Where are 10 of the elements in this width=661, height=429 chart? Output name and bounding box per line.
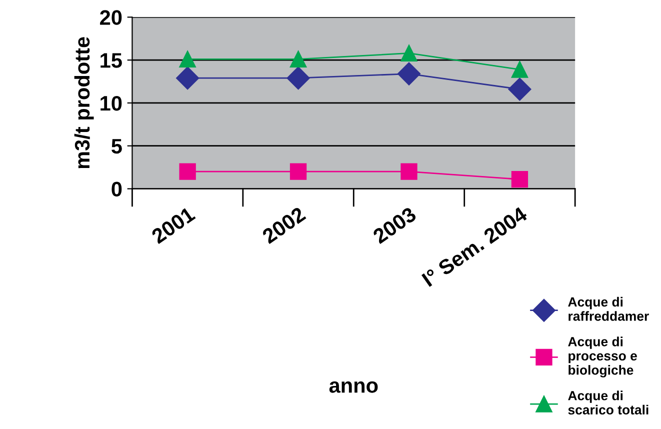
- y-tick-label: 0: [112, 182, 122, 197]
- y-tick-label: 10: [100, 96, 122, 111]
- y-tick-label: 5: [112, 139, 122, 154]
- legend-label: Acque di scarico totali: [568, 390, 648, 415]
- y-tick-label: 15: [100, 53, 122, 68]
- legend-label: Acque di processo e biologiche: [568, 336, 637, 378]
- legend-label: Acque di raffreddamer: [568, 296, 649, 321]
- y-axis-title: m3/t prodotte: [74, 37, 94, 168]
- x-axis-title: anno: [329, 381, 378, 393]
- y-tick-label: 20: [100, 10, 122, 25]
